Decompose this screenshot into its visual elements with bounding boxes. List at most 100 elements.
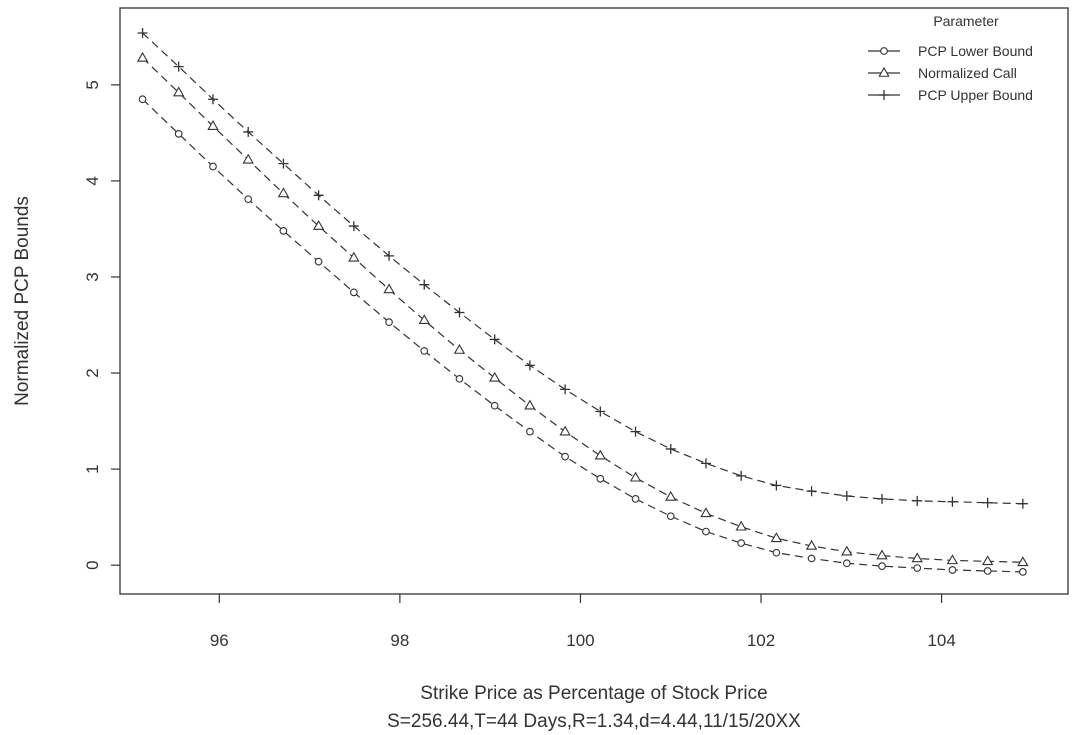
data-point (948, 566, 957, 574)
series-0 (138, 95, 1027, 576)
x-tick-label: 104 (927, 631, 955, 650)
data-point (524, 360, 535, 371)
data-point (137, 27, 148, 38)
data-point (384, 250, 395, 261)
data-point (631, 495, 640, 503)
data-point (172, 86, 185, 97)
data-point (313, 190, 324, 201)
data-point (805, 539, 818, 550)
data-point (770, 532, 783, 543)
data-point (737, 539, 746, 547)
data-point (912, 495, 923, 506)
data-point (278, 158, 289, 169)
data-point (349, 288, 358, 297)
data-point (312, 219, 325, 230)
data-point (807, 554, 816, 563)
data-point (207, 120, 219, 130)
data-point (453, 343, 466, 354)
data-point (841, 491, 852, 502)
data-point (700, 458, 711, 469)
data-point (806, 486, 817, 497)
data-point (595, 406, 606, 417)
data-point (454, 307, 465, 318)
data-point (629, 471, 642, 482)
data-point (561, 452, 569, 461)
data-point (559, 425, 571, 436)
legend-marker (879, 90, 889, 100)
data-point (490, 401, 499, 410)
data-point (526, 427, 534, 436)
data-point (489, 334, 500, 345)
series-line (142, 57, 1023, 563)
x-axis: 96 98 100 102 104 (210, 594, 956, 650)
legend-label: Normalized Call (918, 65, 1017, 81)
data-point (385, 318, 393, 326)
data-point (772, 548, 781, 557)
series-line (142, 98, 1023, 573)
x-tick-label: 98 (390, 631, 409, 650)
data-point (488, 371, 501, 382)
y-tick-label: 4 (83, 176, 102, 185)
data-point (383, 283, 395, 294)
data-point (455, 374, 464, 383)
x-axis-subtitle: S=256.44,T=44 Days,R=1.34,d=4.44,11/15/2… (387, 711, 801, 732)
data-point (911, 552, 923, 563)
legend-marker (878, 66, 890, 77)
data-point (173, 61, 184, 72)
y-tick-label: 3 (83, 272, 102, 281)
data-point (314, 257, 323, 266)
data-point (878, 562, 886, 570)
data-point (700, 507, 712, 518)
plot-frame (119, 7, 1069, 595)
data-point (913, 564, 922, 572)
data-point (702, 527, 710, 536)
legend-title: Parameter (933, 13, 999, 29)
x-tick-label: 100 (566, 631, 594, 650)
data-point (207, 94, 218, 105)
data-point (138, 95, 147, 104)
data-point (877, 493, 888, 504)
data-point (1017, 498, 1028, 509)
data-point (842, 559, 851, 568)
data-point (594, 449, 607, 460)
y-axis-title: Normalized PCP Bounds (12, 196, 33, 406)
data-point (735, 520, 747, 531)
data-point (348, 221, 359, 232)
data-point (524, 399, 536, 410)
legend: Parameter PCP Lower Bound Normalized Call… (868, 13, 1033, 103)
data-point (946, 554, 959, 565)
data-point (736, 470, 747, 481)
data-point (665, 443, 676, 454)
data-point (419, 279, 430, 290)
x-tick-label: 102 (747, 631, 775, 650)
series-layer (136, 27, 1029, 576)
data-point (771, 480, 782, 491)
data-point (209, 162, 217, 171)
legend-label: PCP Lower Bound (918, 43, 1033, 59)
legend-marker (880, 47, 888, 55)
data-point (1019, 568, 1027, 576)
data-point (983, 567, 992, 575)
x-axis-title: Strike Price as Percentage of Stock Pric… (420, 683, 767, 704)
y-tick-label: 1 (83, 464, 102, 473)
data-point (665, 490, 677, 501)
data-point (876, 549, 888, 560)
data-point (1017, 556, 1029, 567)
data-point (420, 347, 429, 355)
data-point (666, 512, 675, 521)
x-tick-label: 96 (210, 631, 229, 650)
data-point (982, 497, 993, 508)
y-tick-label: 0 (83, 560, 102, 569)
data-point (596, 474, 605, 483)
data-point (630, 426, 641, 437)
y-axis: 0 1 2 3 4 5 (83, 80, 120, 570)
series-line (142, 32, 1023, 505)
data-point (279, 227, 288, 235)
legend-items: PCP Lower Bound Normalized Call PCP Upper … (868, 43, 1033, 103)
data-point (174, 129, 183, 138)
series-2 (137, 27, 1028, 509)
data-point (418, 314, 430, 325)
data-point (981, 555, 994, 566)
data-point (243, 126, 254, 137)
legend-label: PCP Upper Bound (918, 87, 1033, 103)
